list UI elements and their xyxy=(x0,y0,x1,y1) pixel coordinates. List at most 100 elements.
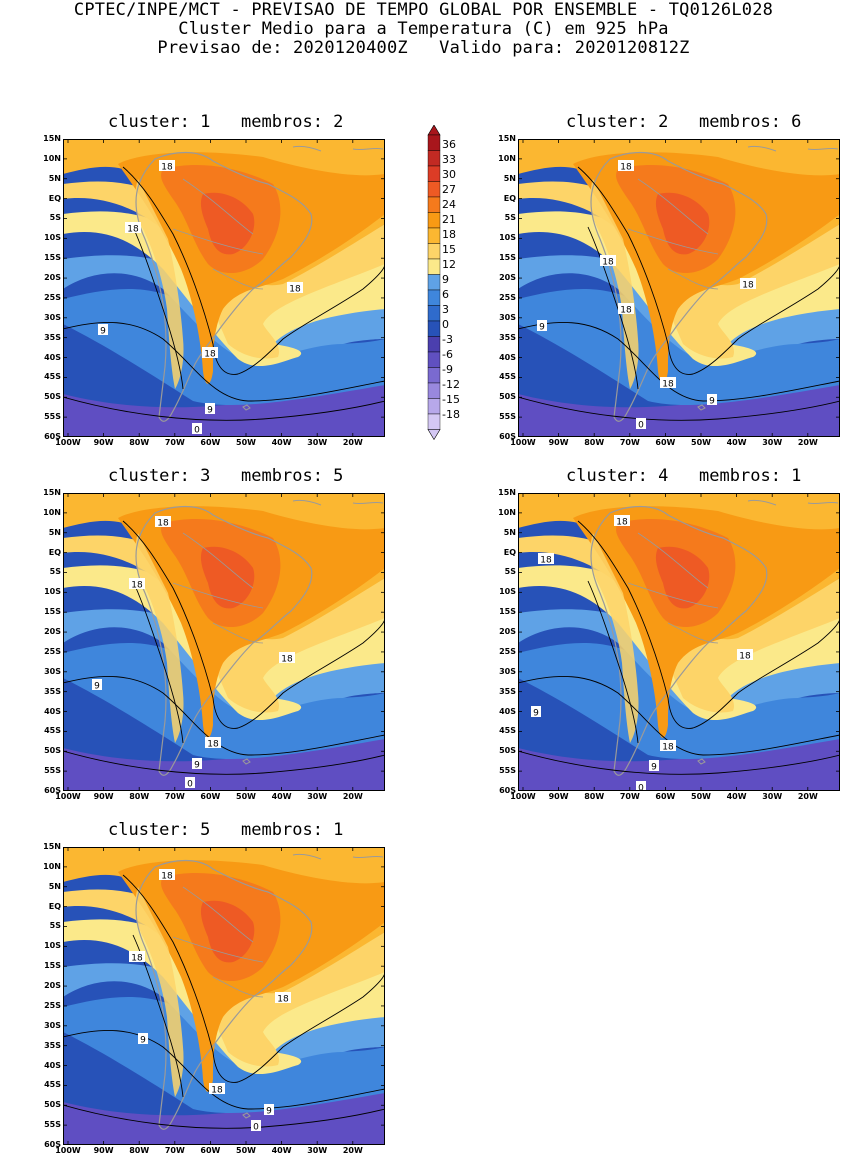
latitude-label: 25S xyxy=(44,292,61,302)
longitude-label: 30W xyxy=(307,438,328,447)
latitude-label: 50S xyxy=(44,746,61,756)
latitude-label: 10S xyxy=(499,233,516,243)
coastline-south-america xyxy=(590,505,768,776)
contour-label: 18 xyxy=(159,160,175,173)
header-line-1: CPTEC/INPE/MCT - PREVISAO DE TEMPO GLOBA… xyxy=(73,0,774,20)
header-line-2: Cluster Medio para a Temperatura (C) em … xyxy=(178,19,669,39)
svg-text:9: 9 xyxy=(94,682,100,692)
latitude-label: 5N xyxy=(48,173,61,183)
colorbar-level-label: -12 xyxy=(442,378,460,391)
contour-label: 18 xyxy=(202,347,218,360)
latitude-label: 40S xyxy=(44,706,61,716)
latitude-label: 45S xyxy=(499,726,516,736)
latitude-label: 60S xyxy=(44,1140,61,1149)
svg-text:0: 0 xyxy=(194,426,200,436)
longitude-label: 60W xyxy=(200,792,221,801)
svg-text:18: 18 xyxy=(620,163,632,173)
cluster-1-title: cluster: 1 membros: 2 xyxy=(108,112,344,132)
latitude-label: 15S xyxy=(44,961,61,971)
colorbar-level-label: 33 xyxy=(442,153,456,166)
svg-text:18: 18 xyxy=(616,518,628,528)
latitude-label: 15S xyxy=(499,253,516,263)
latitude-label: 60S xyxy=(44,786,61,795)
contour-18 xyxy=(577,166,840,375)
colorbar-level-label: 9 xyxy=(442,273,449,286)
caribbean-coast xyxy=(747,145,839,152)
longitude-label: 90W xyxy=(548,438,569,447)
contour-label: 0 xyxy=(185,777,195,790)
contour-label: 18 xyxy=(740,278,756,291)
svg-text:0: 0 xyxy=(638,421,644,431)
longitude-label: 50W xyxy=(236,438,256,447)
colorbar-swatch xyxy=(427,165,441,182)
colorbar-swatch xyxy=(427,212,441,229)
latitude-label: 40S xyxy=(499,706,516,716)
contour-label: 18 xyxy=(614,515,630,528)
contour-label: 0 xyxy=(251,1120,261,1133)
latitude-label: 15N xyxy=(43,134,61,143)
latitude-label: EQ xyxy=(503,547,516,557)
svg-text:18: 18 xyxy=(277,995,289,1005)
longitude-label: 90W xyxy=(93,1146,114,1155)
latitude-label: 15N xyxy=(498,488,516,497)
map-frame xyxy=(63,493,385,791)
latitude-label: 5S xyxy=(49,213,61,223)
contour-label: 18 xyxy=(660,377,676,390)
latitude-label: 50S xyxy=(499,392,516,402)
colorbar-level-label: 3 xyxy=(442,303,449,316)
longitude-label: 40W xyxy=(271,792,292,801)
latitude-label: 40S xyxy=(44,1060,61,1070)
colorbar-swatch xyxy=(427,305,441,322)
cluster-2-title: cluster: 2 membros: 6 xyxy=(566,112,802,132)
contour-18 xyxy=(577,520,840,729)
svg-text:18: 18 xyxy=(739,652,751,662)
contour-label: 18 xyxy=(660,740,676,753)
latitude-label: 20S xyxy=(44,273,61,283)
contour-label: 9 xyxy=(92,679,102,692)
latitude-label: 35S xyxy=(44,332,61,342)
latitude-label: 15N xyxy=(498,134,516,143)
latitude-label: 5N xyxy=(503,173,516,183)
latitude-label: 35S xyxy=(44,1040,61,1050)
svg-text:18: 18 xyxy=(127,225,139,235)
longitude-label: 70W xyxy=(164,792,185,801)
falkland-islands xyxy=(697,404,706,411)
contour-18-andes xyxy=(132,580,184,744)
contour-label: 18 xyxy=(209,1083,225,1096)
svg-text:9: 9 xyxy=(207,406,213,416)
colorbar-top-arrow xyxy=(427,125,441,136)
svg-text:18: 18 xyxy=(662,743,674,753)
longitude-label: 30W xyxy=(307,792,328,801)
hottest-core xyxy=(655,546,710,609)
svg-text:18: 18 xyxy=(620,306,632,316)
latitude-label: 5N xyxy=(48,881,61,891)
svg-text:9: 9 xyxy=(533,709,539,719)
latitude-label: 25S xyxy=(499,646,516,656)
latitude-label: 55S xyxy=(499,412,516,422)
cluster-3-title: cluster: 3 membros: 5 xyxy=(108,466,344,486)
longitude-label: 40W xyxy=(726,438,747,447)
map-frame xyxy=(518,139,840,437)
contour-18 xyxy=(122,874,385,1083)
svg-text:18: 18 xyxy=(161,872,173,882)
longitude-label: 20W xyxy=(797,438,818,447)
contour-label: 9 xyxy=(537,320,547,333)
colorbar-level-label: 12 xyxy=(442,258,456,271)
latitude-label: 10N xyxy=(43,507,61,517)
colorbar-swatch xyxy=(427,398,441,415)
latitude-label: 40S xyxy=(499,352,516,362)
contour-label: 9 xyxy=(649,760,659,773)
latitude-label: 5N xyxy=(503,527,516,537)
contour-label: 18 xyxy=(287,282,303,295)
latitude-label: 15S xyxy=(44,253,61,263)
hottest-core xyxy=(200,546,255,609)
colorbar-swatch xyxy=(427,351,441,368)
svg-text:0: 0 xyxy=(187,780,193,790)
longitude-label: 40W xyxy=(271,1146,292,1155)
caribbean-coast xyxy=(292,853,384,860)
latitude-label: 60S xyxy=(44,432,61,441)
contour-label: 9 xyxy=(264,1104,274,1117)
coastline-south-america xyxy=(135,505,313,776)
contour-18-andes xyxy=(587,580,639,744)
longitude-label: 70W xyxy=(164,1146,185,1155)
